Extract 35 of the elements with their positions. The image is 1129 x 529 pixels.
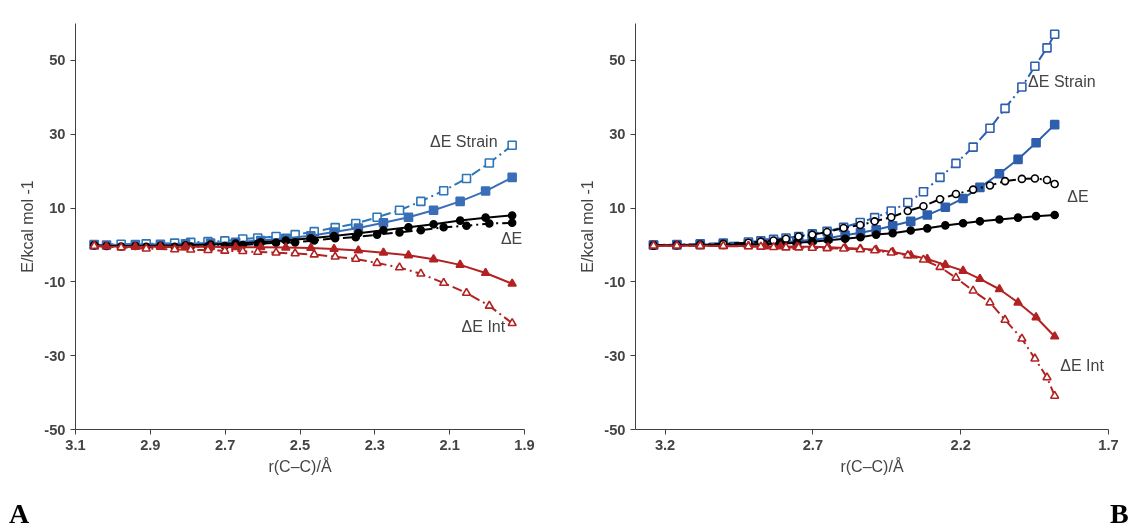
y-tick-label: -50 — [604, 421, 626, 438]
y-tick-label: 50 — [49, 52, 66, 69]
x-tick-label: 2.2 — [950, 436, 971, 453]
x-tick-label: 2.7 — [802, 436, 824, 453]
x-axis-title: r(C–C)/Å — [268, 456, 332, 475]
annotation: ΔE — [500, 230, 523, 248]
text: A — [9, 497, 30, 529]
annotation: ΔE Int — [1060, 356, 1105, 374]
x-tick-label: 2.3 — [364, 436, 386, 453]
annotation: ΔE Strain — [429, 132, 498, 150]
x-tick-label: 2.9 — [140, 436, 161, 453]
x-tick-label: 1.7 — [1098, 436, 1119, 453]
y-tick-label: -30 — [604, 347, 626, 364]
y-axis-title: E/kcal mol -1 — [19, 180, 37, 273]
y-tick-label: -50 — [44, 421, 66, 438]
annotation: ΔE Int — [461, 317, 506, 335]
y-tick-label: 30 — [49, 126, 66, 143]
y-tick-label: 10 — [609, 200, 626, 217]
x-tick-label: 2.5 — [289, 436, 311, 453]
y-tick-label: 50 — [609, 52, 626, 69]
x-tick-label: 1.9 — [514, 436, 535, 453]
y-tick-label: 10 — [49, 200, 66, 217]
y-tick-label: -10 — [44, 273, 66, 290]
y-axis-title: E/kcal mol -1 — [579, 180, 597, 273]
x-tick-label: 3.2 — [654, 436, 676, 453]
y-tick-label: -30 — [44, 347, 66, 364]
x-axis-title: r(C–C)/Å — [840, 456, 904, 475]
text: B — [1110, 497, 1129, 529]
x-tick-label: 2.1 — [439, 436, 460, 453]
y-tick-label: 30 — [609, 126, 626, 143]
x-tick-label: 2.7 — [214, 436, 236, 453]
y-tick-label: -10 — [604, 273, 626, 290]
annotation: ΔE Strain — [1028, 73, 1096, 91]
annotation: ΔE — [1067, 187, 1089, 205]
x-tick-label: 3.1 — [65, 436, 86, 453]
